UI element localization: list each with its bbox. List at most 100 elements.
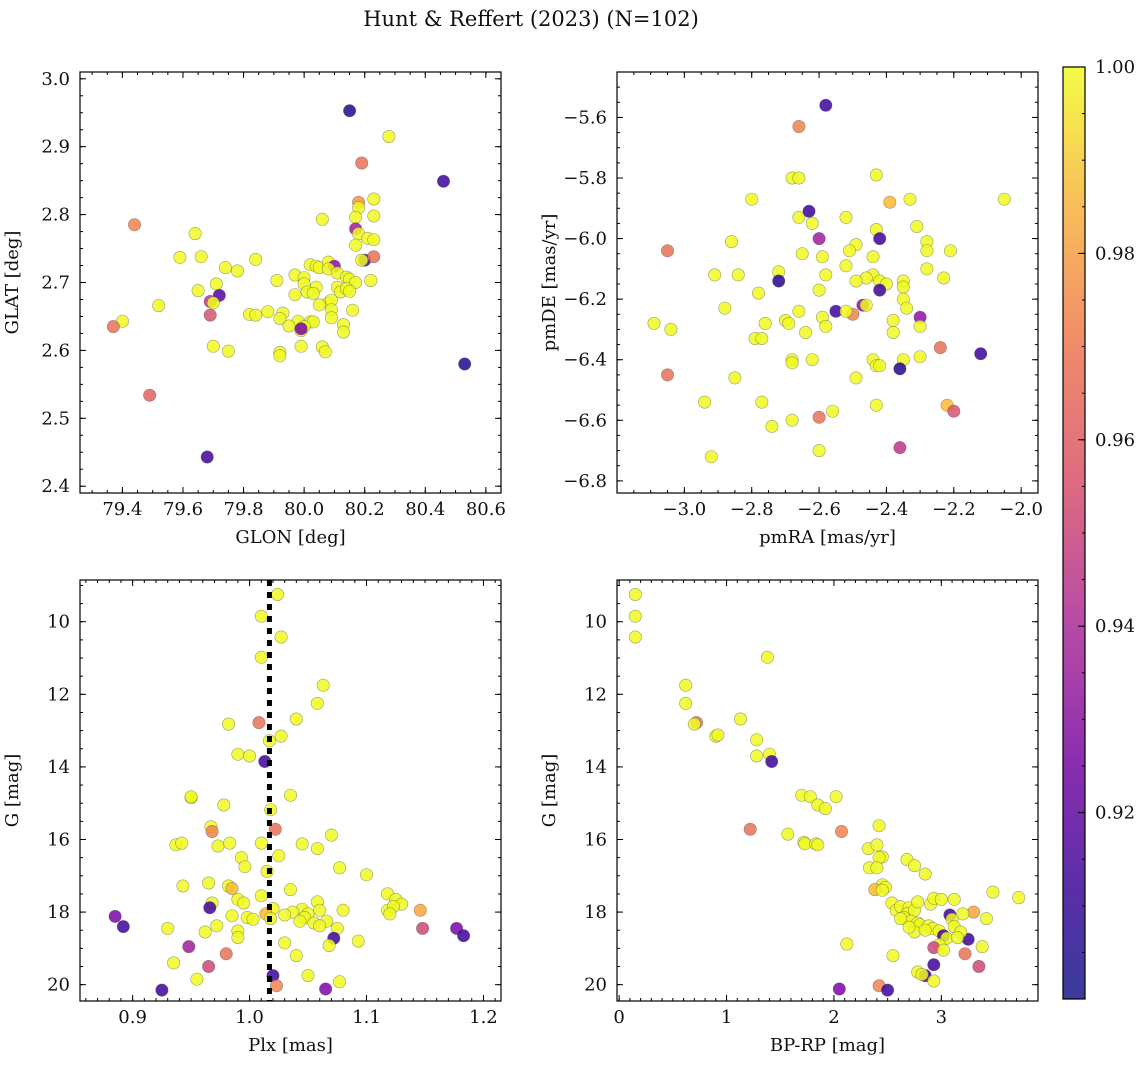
colorbar-tick-label: 0.94 — [1095, 616, 1135, 637]
scatter-point — [355, 156, 369, 170]
scatter-point — [902, 920, 916, 934]
plot-frame — [616, 71, 1039, 494]
scatter-point — [322, 938, 336, 952]
y-tick-label: −5.6 — [563, 107, 607, 128]
scatter-point — [364, 273, 378, 287]
scatter-point — [254, 836, 268, 850]
scatter-point — [310, 842, 324, 856]
scatter-point — [273, 311, 287, 325]
scatter-point — [792, 304, 806, 318]
scatter-point — [805, 353, 819, 367]
x-tick-label: −3.0 — [663, 499, 707, 520]
y-axis-label: G [mag] — [539, 754, 560, 827]
scatter-point — [750, 749, 764, 763]
scatter-point — [979, 912, 993, 926]
colorbar: 0.92 0.94 0.96 0.98 1.00 — [1062, 57, 1135, 1000]
scatter-point — [760, 650, 774, 664]
scatter-point — [289, 712, 303, 726]
scatter-point — [254, 609, 268, 623]
scatter-point — [859, 298, 873, 312]
y-tick-label: 18 — [584, 902, 607, 923]
x-tick-label: −2.0 — [999, 499, 1043, 520]
scatter-point — [886, 313, 900, 327]
y-tick-label: 10 — [584, 612, 607, 633]
scatter-point — [785, 356, 799, 370]
scatter-point — [927, 958, 941, 972]
scatter-point — [911, 895, 925, 909]
scatter-point — [660, 244, 674, 258]
y-tick-label: 2.6 — [41, 340, 70, 361]
scatter-point — [947, 404, 961, 418]
scatter-point — [295, 837, 309, 851]
x-tick-label: −2.6 — [797, 499, 841, 520]
scatter-point — [812, 410, 826, 424]
y-tick-label: −6.4 — [563, 350, 607, 371]
scatter-point — [211, 839, 225, 853]
scatter-point — [755, 331, 769, 345]
scatter-point — [765, 419, 779, 433]
scatter-point — [458, 357, 472, 371]
y-tick-label: 16 — [47, 829, 70, 850]
scatter-point — [799, 325, 813, 339]
y-tick-label: 18 — [47, 902, 70, 923]
scatter-point — [795, 247, 809, 261]
scatter-point — [254, 650, 268, 664]
scatter-point — [886, 949, 900, 963]
scatter-point — [343, 104, 357, 118]
scatter-point — [815, 250, 829, 264]
y-tick-label: 16 — [584, 829, 607, 850]
scatter-point — [202, 959, 216, 973]
scatter-point — [883, 195, 897, 209]
x-tick-label: 1.0 — [235, 1007, 264, 1028]
scatter-point — [273, 349, 287, 363]
y-tick-label: −6.2 — [563, 289, 607, 310]
x-axis-label: Plx [mas] — [248, 1035, 333, 1056]
y-tick-label: 2.9 — [41, 137, 70, 158]
scatter-point — [956, 907, 970, 921]
scatter-point — [893, 362, 907, 376]
scatter-point — [915, 967, 929, 981]
scatter-point — [274, 630, 288, 644]
scatter-point — [805, 216, 819, 230]
scatter-point — [289, 949, 303, 963]
scatter-point — [975, 940, 989, 954]
scatter-point — [664, 322, 678, 336]
scatter-point — [718, 301, 732, 315]
scatter-point — [225, 881, 239, 895]
scatter-point — [367, 192, 381, 206]
data-points — [647, 98, 1011, 464]
scatter-point — [818, 802, 832, 816]
scatter-point — [310, 696, 324, 710]
scatter-point — [182, 940, 196, 954]
scatter-point — [947, 892, 961, 906]
scatter-point — [893, 441, 907, 455]
y-axis-label: GLAT [deg] — [2, 231, 23, 335]
y-tick-label: 10 — [47, 612, 70, 633]
x-tick-label: 0 — [613, 1007, 624, 1028]
scatter-point — [881, 983, 895, 997]
x-tick-label: 1.1 — [352, 1007, 381, 1028]
scatter-point — [765, 754, 779, 768]
scatter-point — [913, 350, 927, 364]
scatter-point — [937, 271, 951, 285]
scatter-point — [704, 450, 718, 464]
scatter-point — [997, 192, 1011, 206]
scatter-point — [839, 210, 853, 224]
scatter-point — [283, 788, 297, 802]
scatter-point — [819, 98, 833, 112]
scatter-point — [173, 250, 187, 264]
scatter-point — [269, 979, 283, 993]
scatter-point — [143, 388, 157, 402]
scatter-point — [268, 822, 282, 836]
scatter-point — [306, 286, 320, 300]
x-tick-label: 79.8 — [224, 499, 264, 520]
scatter-point — [869, 398, 883, 412]
data-points — [106, 104, 472, 464]
scatter-point — [870, 838, 884, 852]
scatter-point — [175, 836, 189, 850]
scatter-point — [359, 868, 373, 882]
scatter-point — [918, 867, 932, 881]
scatter-point — [252, 716, 266, 730]
scatter-point — [913, 319, 927, 333]
x-tick-label: 79.6 — [163, 499, 203, 520]
